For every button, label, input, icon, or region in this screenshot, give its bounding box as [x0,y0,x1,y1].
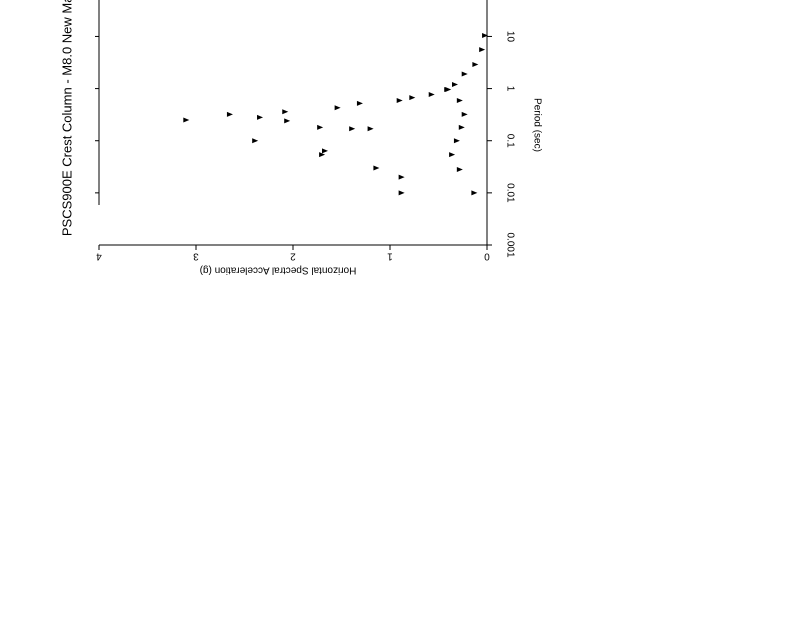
x-tick-label: 10 [504,31,515,43]
point [428,92,435,98]
point [319,152,326,158]
point [282,109,289,115]
point [445,87,452,93]
point [334,105,341,111]
point [471,190,478,196]
point [472,61,479,67]
point [226,111,233,117]
point [456,167,463,173]
point [456,98,463,104]
point [482,33,489,39]
y-tick-label: 0 [484,250,490,261]
y-tick-label: 1 [387,250,393,261]
point [461,71,468,77]
y-tick-label: 2 [290,250,296,261]
point [356,100,363,106]
x-tick-label: 0.01 [504,183,515,203]
point [453,138,460,144]
point [449,152,456,158]
point [284,118,291,124]
y-axis-label: Horizontal Spectral Acceleration (g) [200,264,357,275]
point [317,124,324,130]
point [451,81,458,87]
point [252,138,259,144]
x-tick-label: 0.001 [504,232,515,257]
y-tick-label: 4 [96,250,102,261]
chart-title: PSCS900E Crest Column - M8.0 New Madrid [59,0,74,236]
x-tick-label: 0.1 [504,134,515,148]
point [458,124,465,130]
point [257,114,264,120]
x-axis-label: Period (sec) [531,98,542,152]
point [183,117,190,123]
point [409,95,416,101]
x-tick-label: 1 [504,86,515,92]
point [349,126,356,132]
point [398,174,405,180]
point [479,47,486,53]
point [367,126,374,132]
point [461,111,468,117]
point [398,190,405,196]
point [322,148,329,154]
point [396,98,403,104]
y-tick-label: 3 [193,250,199,261]
point [373,165,380,171]
